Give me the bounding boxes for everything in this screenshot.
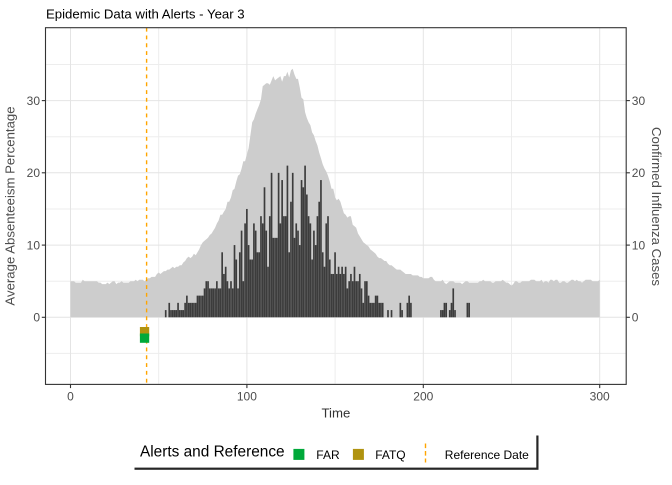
svg-text:FATQ: FATQ [375, 448, 405, 462]
svg-text:20: 20 [632, 166, 646, 180]
svg-text:Confirmed Influenza Cases: Confirmed Influenza Cases [649, 127, 664, 286]
svg-text:300: 300 [590, 390, 610, 404]
svg-text:Epidemic Data with Alerts - Ye: Epidemic Data with Alerts - Year 3 [46, 7, 245, 22]
svg-text:20: 20 [27, 166, 41, 180]
svg-text:Average Absenteeism Percentage: Average Absenteeism Percentage [3, 106, 18, 305]
svg-text:0: 0 [67, 390, 74, 404]
svg-text:10: 10 [632, 238, 646, 252]
svg-text:0: 0 [33, 311, 40, 325]
svg-text:Alerts and Reference: Alerts and Reference [140, 444, 285, 461]
svg-text:30: 30 [632, 94, 646, 108]
svg-text:Time: Time [321, 405, 350, 420]
svg-text:FAR: FAR [316, 448, 340, 462]
svg-text:100: 100 [237, 390, 257, 404]
svg-text:Reference Date: Reference Date [445, 448, 529, 462]
svg-text:10: 10 [27, 238, 41, 252]
svg-text:200: 200 [413, 390, 433, 404]
svg-text:0: 0 [632, 311, 639, 325]
svg-text:30: 30 [27, 94, 41, 108]
